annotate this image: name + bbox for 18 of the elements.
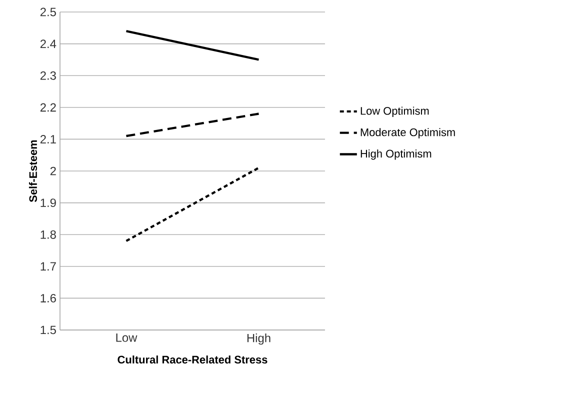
y-axis-title: Self-Esteem [28,140,38,202]
x-tick-label: High [247,334,270,345]
x-tick-label: Low [116,334,138,342]
y-tick-label: 1.5 [40,326,56,334]
legend-label: Low Optimism [360,106,429,117]
legend-label: Moderate Optimism [360,128,455,138]
y-tick-label: 1.9 [40,198,56,208]
x-axis-title: Cultural Race-Related Stress [118,355,268,364]
y-tick-label: 1.8 [40,230,56,239]
legend-label: High Optimism [360,150,432,160]
y-tick-label: 2.5 [40,8,56,16]
y-tick-label: 2.1 [40,135,56,144]
y-tick-label: 2 [50,166,56,176]
y-tick-label: 2.2 [40,103,56,112]
y-tick-label: 1.6 [40,294,56,302]
y-tick-label: 1.7 [40,262,56,271]
y-tick-label: 2.4 [40,40,56,48]
y-tick-label: 2.3 [40,71,56,80]
